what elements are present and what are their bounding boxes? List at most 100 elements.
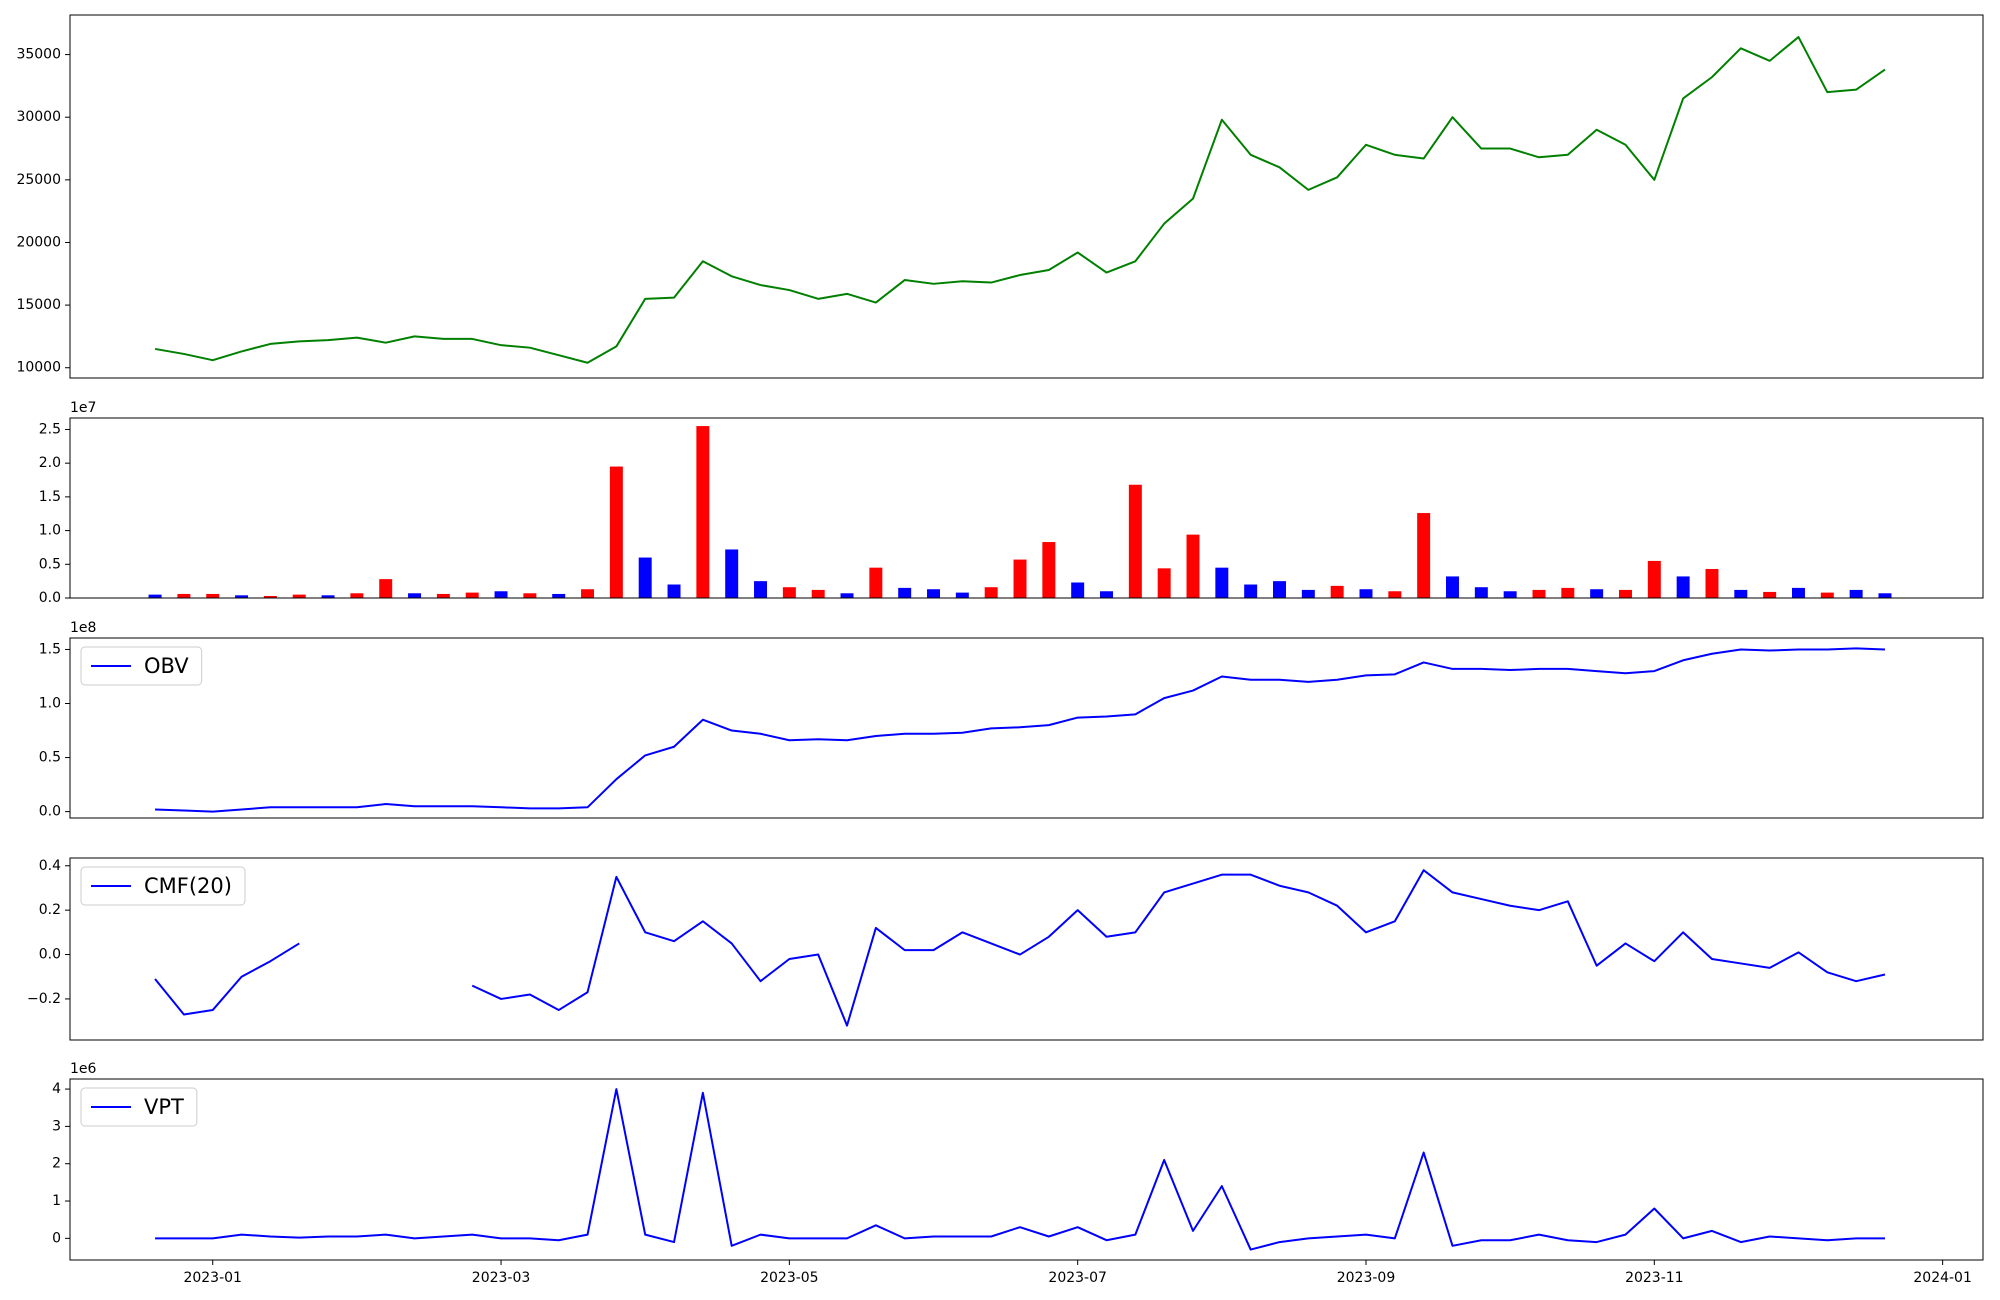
bar [811, 589, 825, 598]
bar [523, 593, 537, 598]
bar [609, 466, 623, 598]
bar [955, 592, 969, 598]
bar [1878, 593, 1892, 598]
x-tick-label: 2023-07 [1048, 1270, 1107, 1286]
bar [898, 587, 912, 598]
y-tick-label: 1.5 [39, 489, 61, 505]
bar [1791, 587, 1805, 598]
bar [1071, 582, 1085, 598]
bar [1359, 589, 1373, 598]
legend-label: OBV [144, 654, 189, 678]
bar [1157, 568, 1171, 598]
y-tick-label: −0.2 [27, 991, 61, 1007]
bar [436, 593, 450, 598]
bar [1561, 587, 1575, 598]
bar [206, 593, 220, 598]
axes-frame [69, 1078, 1984, 1261]
axis-offset-label: 1e8 [70, 620, 96, 636]
y-tick-label: 0.5 [39, 556, 61, 572]
y-tick-label: 0.0 [39, 590, 61, 606]
panel: −0.2 0.0 0.2 0.4 CMF(20) [27, 857, 1984, 1041]
bar [177, 593, 191, 598]
y-tick-label: 4 [52, 1081, 61, 1097]
panel: 0.0 0.5 1.0 1.5 1e8 OBV [39, 620, 1984, 820]
line [155, 1088, 1885, 1251]
axes-frame [69, 857, 1984, 1041]
bar [148, 594, 162, 598]
y-tick-label: 30000 [16, 109, 61, 125]
axes-frame [69, 14, 1984, 379]
y-tick-label: 2.0 [39, 455, 61, 471]
axis-offset-label: 1e6 [70, 1061, 97, 1077]
line [154, 869, 1886, 1027]
bar [1417, 513, 1431, 598]
bar [869, 567, 883, 598]
axes-frame [69, 417, 1984, 599]
x-tick-label: 2023-09 [1337, 1270, 1396, 1286]
y-tick-label: 10000 [16, 360, 61, 376]
bar [1215, 567, 1229, 598]
bar [292, 594, 306, 598]
bar [1503, 591, 1517, 598]
bar [667, 584, 681, 598]
bar [1128, 484, 1142, 598]
bar [1388, 591, 1402, 598]
y-tick-label: 3 [52, 1118, 61, 1134]
bar [235, 595, 249, 598]
bar [1330, 585, 1344, 598]
bar [1705, 569, 1719, 598]
bar [1186, 534, 1200, 598]
bar [263, 595, 277, 598]
line [155, 647, 1886, 813]
bar [1734, 589, 1748, 598]
panel: 0.0 0.5 1.0 1.5 2.0 2.5 1e7 [39, 400, 1984, 606]
legend-box [80, 646, 203, 686]
bar [1474, 587, 1488, 598]
bar [1446, 576, 1459, 598]
y-tick-label: 1 [52, 1193, 61, 1209]
y-tick-label: 0.0 [39, 947, 61, 963]
y-tick-label: 20000 [16, 234, 61, 250]
bar [725, 549, 739, 598]
bar [379, 579, 393, 598]
bar [1590, 589, 1604, 598]
bar [782, 587, 796, 598]
y-tick-label: 15000 [16, 297, 61, 313]
bar [408, 593, 422, 598]
bar [1100, 591, 1113, 598]
axis-offset-label: 1e7 [70, 400, 96, 416]
bar [1618, 589, 1632, 598]
y-tick-label: 25000 [16, 172, 61, 188]
bar [840, 593, 854, 598]
y-tick-label: 2.5 [39, 421, 61, 437]
bar [1647, 560, 1661, 598]
legend-label: VPT [144, 1095, 184, 1119]
bar [1013, 559, 1027, 598]
bar [552, 593, 566, 598]
y-tick-label: 0 [52, 1230, 61, 1246]
bar [581, 589, 595, 598]
bar [350, 593, 364, 598]
y-tick-label: 0.0 [39, 804, 61, 820]
y-tick-label: 0.4 [39, 858, 61, 874]
legend-box [80, 1087, 198, 1127]
bar [984, 587, 998, 598]
bar [1244, 584, 1258, 598]
y-tick-label: 1.5 [39, 641, 61, 657]
line [154, 36, 1886, 364]
y-tick-label: 1.0 [39, 696, 61, 712]
bar [1042, 542, 1056, 598]
x-tick-label: 2023-05 [760, 1270, 819, 1286]
legend-label: CMF(20) [144, 874, 232, 898]
x-tick-label: 2024-01 [1913, 1270, 1972, 1286]
x-tick-label: 2023-01 [183, 1270, 242, 1286]
panel: 0 1 2 3 4 1e6 2023-01 2023-03 2023-05 2023-07 2023… [52, 1061, 1984, 1286]
y-tick-label: 0.2 [39, 902, 61, 918]
bar [1273, 581, 1286, 598]
legend: CMF(20) [80, 866, 246, 906]
axes-frame [69, 637, 1984, 819]
legend-box [80, 866, 246, 906]
bar [1763, 591, 1777, 598]
bar [321, 595, 335, 598]
